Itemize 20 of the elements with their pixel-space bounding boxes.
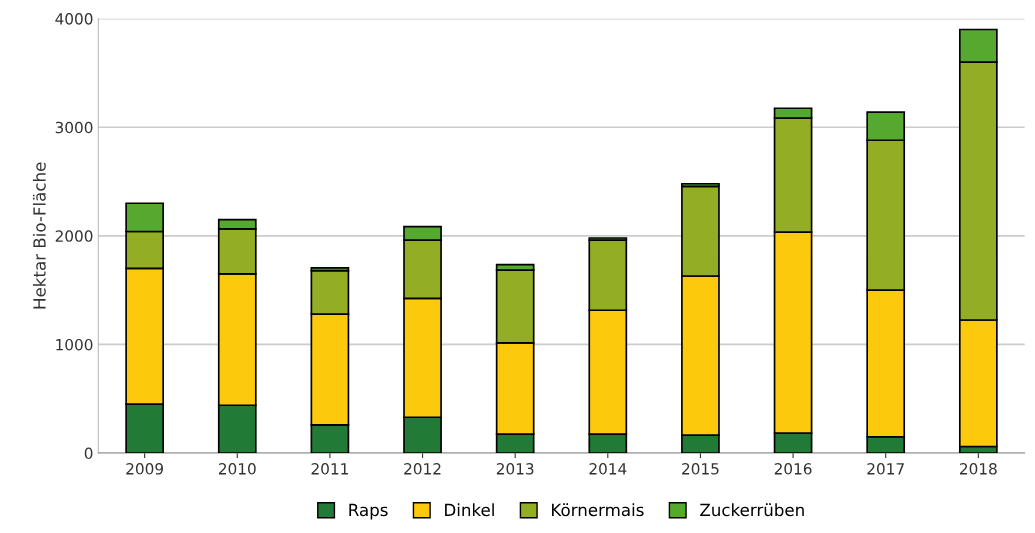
x-tick-label: 2011	[311, 463, 348, 475]
y-tick-label: 4000	[55, 13, 93, 25]
x-tick-label: 2014	[589, 463, 627, 475]
x-tick-label: 2016	[774, 463, 812, 475]
y-tick-label: 0	[84, 447, 93, 460]
y-axis-title: Hektar Bio-Fläche	[32, 162, 46, 309]
y-tick-label: 3000	[55, 121, 93, 134]
legend-label: Raps	[349, 503, 388, 520]
x-tick-label: 2013	[496, 463, 534, 475]
x-tick-label: 2009	[126, 463, 164, 475]
legend-label: Zuckerrüben	[700, 503, 804, 517]
x-tick-label: 2010	[218, 463, 256, 475]
x-tick-label: 2018	[960, 463, 997, 475]
x-tick-label: 2015	[682, 463, 719, 475]
x-tick-label: 2012	[404, 463, 441, 475]
legend-label: Dinkel	[445, 503, 494, 517]
y-tick-label: 1000	[56, 338, 93, 351]
x-tick-label: 2017	[867, 463, 904, 475]
y-tick-label: 2000	[55, 230, 93, 242]
legend-label: Körnermais	[552, 503, 644, 517]
